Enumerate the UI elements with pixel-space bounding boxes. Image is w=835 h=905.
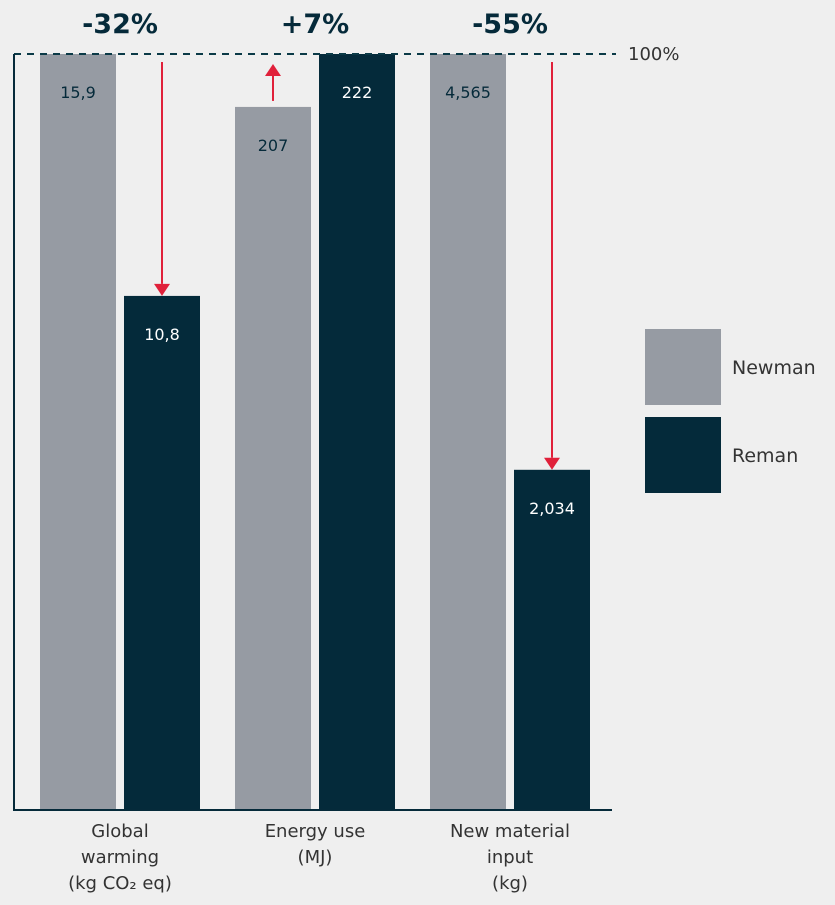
legend-swatch-reman	[645, 417, 721, 493]
change-arrow-head-3	[544, 457, 560, 470]
legend-swatch-newman	[645, 329, 721, 405]
legend-label-newman: Newman	[732, 357, 816, 379]
category-label-1-line-3: (kg CO₂ eq)	[68, 873, 172, 894]
category-label-3-line-3: (kg)	[492, 873, 528, 894]
data-label-reman-3: 2,034	[529, 499, 575, 518]
change-labels: -32% +7% -55%	[82, 9, 548, 40]
data-label-newman-3: 4,565	[445, 83, 491, 102]
data-label-reman-1: 10,8	[144, 325, 180, 344]
reference-line-label: 100%	[628, 44, 679, 65]
change-arrows	[154, 62, 560, 470]
change-arrow-head-2	[265, 64, 281, 76]
category-labels: Global warming (kg CO₂ eq) Energy use (MJ) Ne…	[68, 821, 570, 894]
bar-reman-3	[514, 469, 590, 810]
change-label-2: +7%	[281, 9, 349, 40]
category-label-1-line-1: Global	[91, 821, 148, 842]
data-label-newman-1: 15,9	[60, 83, 96, 102]
category-label-1-line-2: warming	[81, 847, 159, 868]
bar-newman-1	[40, 54, 116, 810]
bar-reman-2	[319, 54, 395, 810]
bars: 15,9 10,8 207 222 4,565 2,034	[40, 54, 590, 811]
bar-newman-2	[235, 106, 311, 811]
change-label-3: -55%	[472, 9, 548, 40]
category-label-2-line-2: (MJ)	[298, 847, 333, 868]
bar-reman-1	[124, 295, 200, 810]
legend-label-reman: Reman	[732, 445, 798, 467]
category-label-3-line-2: input	[487, 847, 533, 868]
category-label-3-line-1: New material	[450, 821, 570, 842]
data-label-reman-2: 222	[342, 83, 373, 102]
data-label-newman-2: 207	[258, 136, 289, 155]
legend: Newman Reman	[645, 329, 816, 493]
change-arrow-head-1	[154, 283, 170, 296]
change-label-1: -32%	[82, 9, 158, 40]
bar-newman-3	[430, 54, 506, 810]
category-label-2-line-1: Energy use	[265, 821, 366, 842]
